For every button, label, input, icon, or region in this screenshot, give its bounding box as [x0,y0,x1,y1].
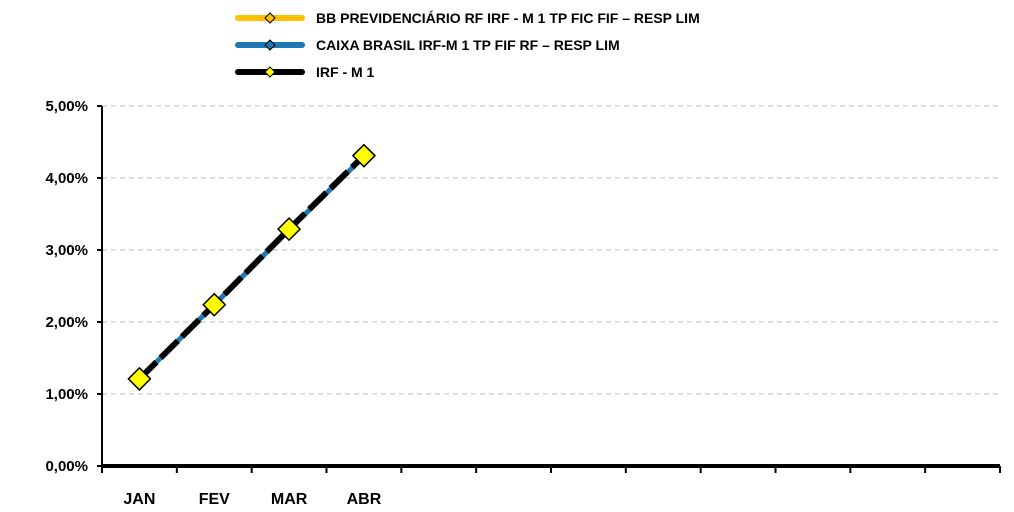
y-tick-label: 5,00% [45,98,88,115]
series-markers [127,143,376,391]
data-point-marker [202,292,227,317]
x-tick-label: ABR [347,491,382,508]
legend-label: CAIXA BRASIL IRF-M 1 TP FIF RF – RESP LI… [316,37,620,53]
legend-label: IRF - M 1 [316,64,375,80]
legend: BB PREVIDENCIÁRIO RF IRF - M 1 TP FIC FI… [235,10,700,80]
data-point-marker [127,366,152,391]
legend-label: BB PREVIDENCIÁRIO RF IRF - M 1 TP FIC FI… [316,10,700,26]
axes: 0,00% 1,00% 2,00% 3,00% 4,00% 5,00% JAN FEV MAR A… [45,98,1001,508]
data-point-marker [277,217,302,242]
x-tick-label: FEV [199,491,230,508]
legend-swatch-marker [264,66,276,78]
series-lines [137,153,367,382]
y-tick-label: 3,00% [45,242,88,259]
y-tick-label: 1,00% [45,386,88,403]
data-point-marker [351,143,376,168]
legend-swatch-marker [264,39,276,51]
x-tick-label: MAR [271,491,308,508]
gridlines [102,105,1000,395]
series-line [137,153,367,382]
y-tick-label: 2,00% [45,314,88,331]
legend-swatch-marker [264,12,276,24]
x-tick-label: JAN [123,491,155,508]
y-tick-label: 4,00% [45,170,88,187]
y-tick-label: 0,00% [45,458,88,475]
